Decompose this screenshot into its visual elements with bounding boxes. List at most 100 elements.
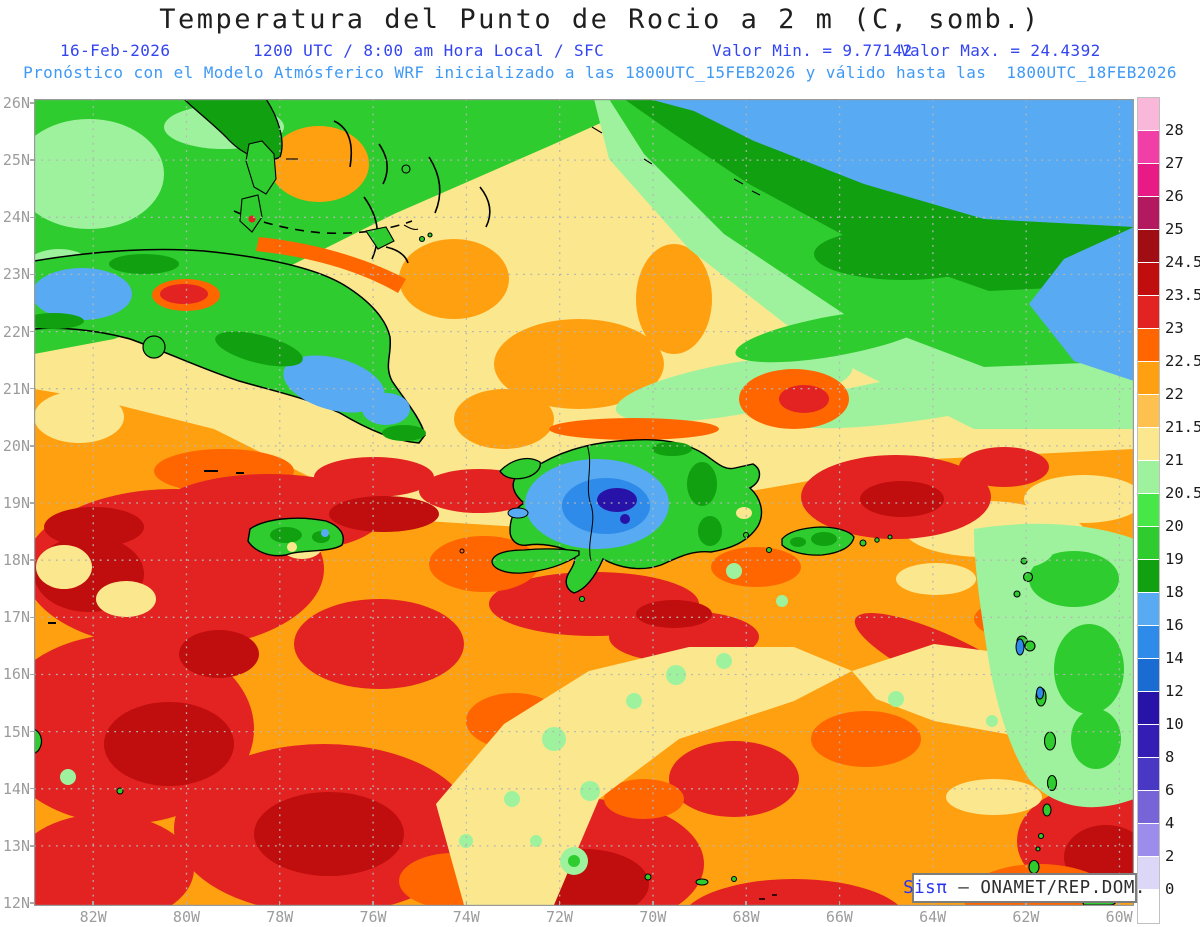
colorbar-segment (1138, 791, 1159, 824)
map-frame (34, 99, 1134, 906)
colorbar-segment (1138, 593, 1159, 626)
lon-tick-mark (1118, 901, 1120, 905)
colorbar-tick-label: 25 (1165, 220, 1184, 238)
colorbar-tick-label: 0 (1165, 880, 1175, 898)
page-title: Temperatura del Punto de Rocio a 2 m (C,… (159, 4, 1041, 35)
lon-tick-mark (465, 901, 468, 905)
lat-tick-label: 24N (2, 208, 30, 227)
watermark-org: – ONAMET/REP.DOM. (947, 878, 1146, 898)
lat-tick-mark (30, 387, 34, 390)
lat-tick-mark (30, 445, 34, 447)
lon-tick-label: 70W (639, 908, 667, 926)
lon-tick-mark (185, 901, 188, 905)
lat-tick-label: 17N (2, 608, 30, 627)
colorbar-tick-label: 8 (1165, 748, 1175, 766)
lon-tick-mark (931, 901, 934, 905)
colorbar-segment (1138, 758, 1159, 791)
colorbar-segment (1138, 824, 1159, 857)
lat-tick-label: 18N (2, 551, 30, 570)
lat-tick-label: 23N (2, 265, 30, 284)
colorbar-segment (1138, 329, 1159, 362)
lat-tick-label: 14N (2, 779, 30, 798)
lon-tick-mark (838, 901, 841, 905)
map-canvas (34, 99, 1134, 906)
lon-tick-mark (1025, 901, 1027, 905)
colorbar-segment (1138, 362, 1159, 395)
colorbar-tick-label: 22.5 (1165, 352, 1200, 370)
colorbar-segment (1138, 98, 1159, 131)
lon-tick-label: 66W (825, 908, 853, 926)
colorbar-segment (1138, 428, 1159, 461)
value-max: Valor Max. = 24.4392 (900, 41, 1101, 60)
colorbar-tick-label: 14 (1165, 649, 1184, 667)
lat-tick-mark (30, 673, 34, 676)
colorbar-tick-label: 20.5 (1165, 484, 1200, 502)
colorbar-tick-label: 24.5 (1165, 253, 1200, 271)
lat-tick-mark (30, 216, 34, 219)
caribbean-warm-field (34, 391, 1134, 906)
colorbar-tick-label: 4 (1165, 814, 1175, 832)
lat-tick-label: 12N (2, 894, 30, 913)
lon-tick-label: 62W (1012, 908, 1040, 926)
lat-tick-mark (30, 845, 34, 847)
colorbar-tick-label: 26 (1165, 187, 1184, 205)
lon-tick-mark (372, 901, 374, 905)
lat-tick-mark (30, 273, 34, 276)
watermark-badge: Sisπ – ONAMET/REP.DOM. (903, 873, 1145, 903)
colorbar-segment (1138, 725, 1159, 758)
colorbar-tick-label: 23.5 (1165, 286, 1200, 304)
colorbar-segment (1138, 560, 1159, 593)
colorbar-tick-label: 19 (1165, 550, 1184, 568)
colorbar-segment (1138, 131, 1159, 164)
colorbar-tick-label: 21.5 (1165, 418, 1200, 436)
lon-tick-label: 80W (172, 908, 201, 926)
forecast-subtitle: Pronóstico con el Modelo Atmósferico WRF… (23, 63, 1177, 82)
colorbar-segment (1138, 164, 1159, 197)
lat-tick-label: 19N (2, 494, 30, 512)
colorbar-segment (1138, 626, 1159, 659)
lon-tick-mark (652, 901, 654, 905)
colorbar-tick-label: 23 (1165, 319, 1184, 337)
lon-tick-mark (278, 901, 281, 905)
colorbar-tick-label: 21 (1165, 451, 1184, 469)
lat-tick-label: 13N (2, 836, 30, 855)
lon-tick-label: 60W (1105, 908, 1133, 926)
colorbar-tick-label: 10 (1165, 715, 1184, 733)
lon-tick-label: 78W (266, 908, 294, 926)
lat-tick-mark (30, 102, 34, 104)
colorbar (1137, 97, 1160, 924)
lat-tick-label: 20N (2, 436, 30, 455)
colorbar-segment (1138, 263, 1159, 296)
colorbar-segment (1138, 659, 1159, 692)
lat-tick-label: 15N (2, 722, 30, 741)
jamaica-island (247, 517, 344, 557)
lesser-antilles-chain (974, 523, 1134, 875)
valid-date: 16-Feb-2026 (60, 41, 171, 60)
valid-time: 1200 UTC / 8:00 am Hora Local / SFC (253, 41, 605, 60)
colorbar-segment (1138, 461, 1159, 494)
ocean-fields (34, 99, 1134, 906)
colorbar-segment (1138, 230, 1159, 263)
colorbar-tick-label: 16 (1165, 616, 1184, 634)
colorbar-segment (1138, 494, 1159, 527)
colorbar-segment (1138, 296, 1159, 329)
colorbar-tick-label: 2 (1165, 847, 1175, 865)
lat-tick-label: 22N (2, 322, 30, 341)
colorbar-tick-label: 12 (1165, 682, 1184, 700)
lon-tick-label: 72W (546, 908, 574, 926)
lat-tick-label: 26N (2, 94, 30, 112)
colorbar-segment (1138, 857, 1159, 890)
lat-tick-label: 25N (2, 151, 30, 170)
lat-tick-mark (30, 787, 34, 790)
colorbar-tick-label: 6 (1165, 781, 1175, 799)
colorbar-tick-label: 20 (1165, 517, 1184, 535)
colorbar-segment (1138, 527, 1159, 560)
lat-tick-mark (30, 730, 34, 733)
colorbar-segment (1138, 692, 1159, 725)
lon-tick-label: 68W (732, 908, 760, 926)
lat-tick-mark (30, 902, 34, 904)
cuba-island (34, 237, 426, 474)
colorbar-tick-label: 27 (1165, 154, 1184, 172)
lat-tick-mark (30, 330, 34, 333)
